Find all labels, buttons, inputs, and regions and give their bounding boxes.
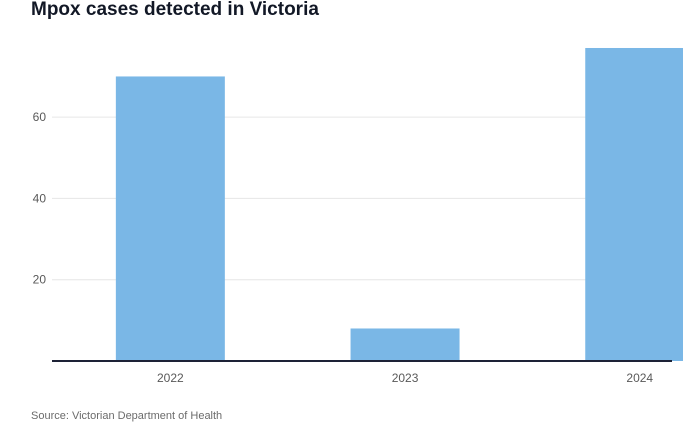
y-tick-label: 60 <box>33 110 47 124</box>
bar-chart: 20 40 60 2022 2023 2024 <box>33 47 683 385</box>
bar-2024 <box>585 47 683 362</box>
y-tick-label: 20 <box>33 273 47 287</box>
bars <box>115 47 683 362</box>
source-note: Source: Victorian Department of Health <box>31 410 223 422</box>
bar-2023 <box>350 328 460 361</box>
x-axis-ticks: 2022 2023 2024 <box>157 371 653 385</box>
chart-title: Mpox cases detected in Victoria <box>31 0 319 20</box>
bar-2022 <box>115 76 225 361</box>
y-tick-label: 40 <box>33 191 47 205</box>
x-tick-label: 2023 <box>392 371 419 385</box>
x-tick-label: 2024 <box>626 371 653 385</box>
y-axis-ticks: 20 40 60 <box>33 110 47 287</box>
x-tick-label: 2022 <box>157 371 184 385</box>
